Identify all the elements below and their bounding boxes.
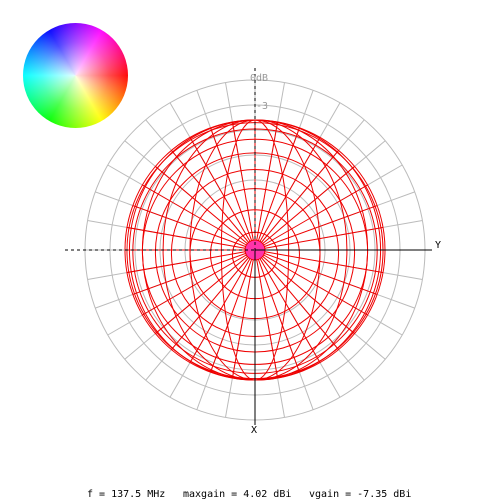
mesh-meridian (171, 255, 251, 350)
mesh-meridian (258, 256, 321, 363)
mesh-meridian (171, 150, 251, 245)
mesh-meridian (259, 150, 339, 245)
footer-vgain: vgain = -7.35 dBi (309, 489, 411, 500)
mesh-meridian (142, 253, 249, 316)
mesh-meridian (262, 252, 378, 295)
mesh-meridian (262, 226, 384, 250)
mesh-meridian (261, 184, 368, 247)
mesh-meridian (155, 254, 250, 334)
footer-maxgain: maxgain = 4.02 dBi (183, 489, 291, 500)
mesh-meridian (142, 184, 249, 247)
mesh-meridian (262, 205, 378, 248)
footer-frequency: f = 137.5 MHz (87, 489, 165, 500)
mesh-meridian (260, 254, 355, 334)
mesh-meridian (260, 166, 355, 246)
color-wheel (23, 23, 128, 128)
mesh-meridian (132, 205, 248, 248)
mesh-meridian (259, 255, 339, 350)
axis-label: Y (435, 240, 441, 251)
mesh-meridian (155, 166, 250, 246)
mesh-meridian (261, 253, 368, 316)
mesh-meridian (210, 127, 253, 243)
db-label: -3 (256, 101, 268, 112)
mesh-meridian (132, 252, 248, 295)
mesh-meridian (257, 257, 300, 373)
axis-label: X (251, 425, 257, 436)
db-label: 0dB (250, 73, 268, 84)
mesh-meridian (189, 256, 252, 363)
mesh-meridian (126, 250, 248, 274)
mesh-meridian (126, 226, 248, 250)
mesh-meridian (210, 257, 253, 373)
mesh-meridian (258, 137, 321, 244)
mesh-meridian (257, 127, 300, 243)
mesh-meridian (189, 137, 252, 244)
mesh-meridian (262, 250, 384, 274)
